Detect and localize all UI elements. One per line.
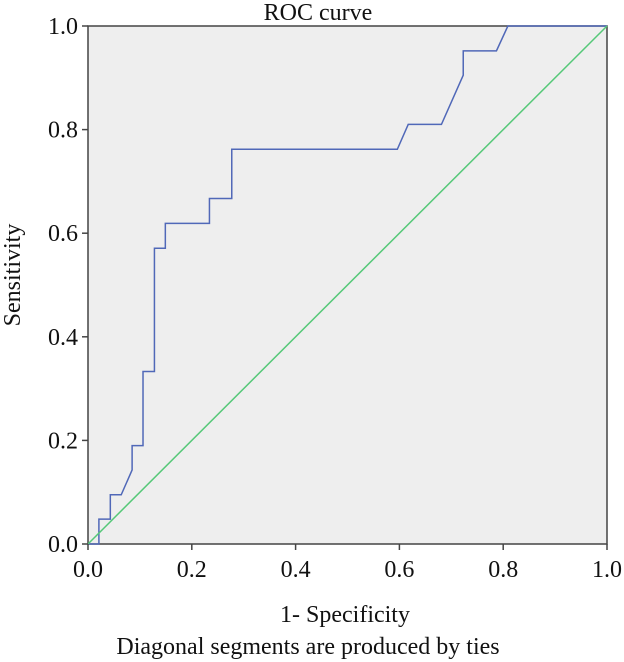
chart-footnote: Diagonal segments are produced by ties bbox=[116, 634, 499, 660]
reference-diagonal-line bbox=[87, 25, 608, 545]
x-axis-label: 1- Specificity bbox=[280, 602, 410, 628]
series-layer bbox=[87, 25, 608, 545]
axis-layer: 0.0 0.2 0.4 0.6 0.8 1.0 0.0 0.2 0.4 0.6 0.8 1.0 bbox=[48, 14, 622, 583]
y-tick-label: 0.4 bbox=[48, 325, 78, 351]
x-tick-label: 0.8 bbox=[488, 557, 518, 583]
y-axis-label: Sensitivity bbox=[0, 224, 26, 327]
x-tick-label: 0.0 bbox=[73, 557, 103, 583]
chart-title: ROC curve bbox=[264, 0, 373, 26]
y-tick-label: 0.0 bbox=[48, 532, 78, 558]
y-tick-label: 0.2 bbox=[48, 428, 78, 454]
x-tick-label: 0.6 bbox=[384, 557, 414, 583]
y-tick-label: 1.0 bbox=[48, 14, 78, 40]
x-tick-label: 0.2 bbox=[177, 557, 207, 583]
y-tick-label: 0.8 bbox=[48, 118, 78, 144]
y-tick-label: 0.6 bbox=[48, 221, 78, 247]
x-tick-label: 1.0 bbox=[592, 557, 622, 583]
x-tick-label: 0.4 bbox=[281, 557, 311, 583]
roc-curve-line bbox=[88, 25, 607, 545]
